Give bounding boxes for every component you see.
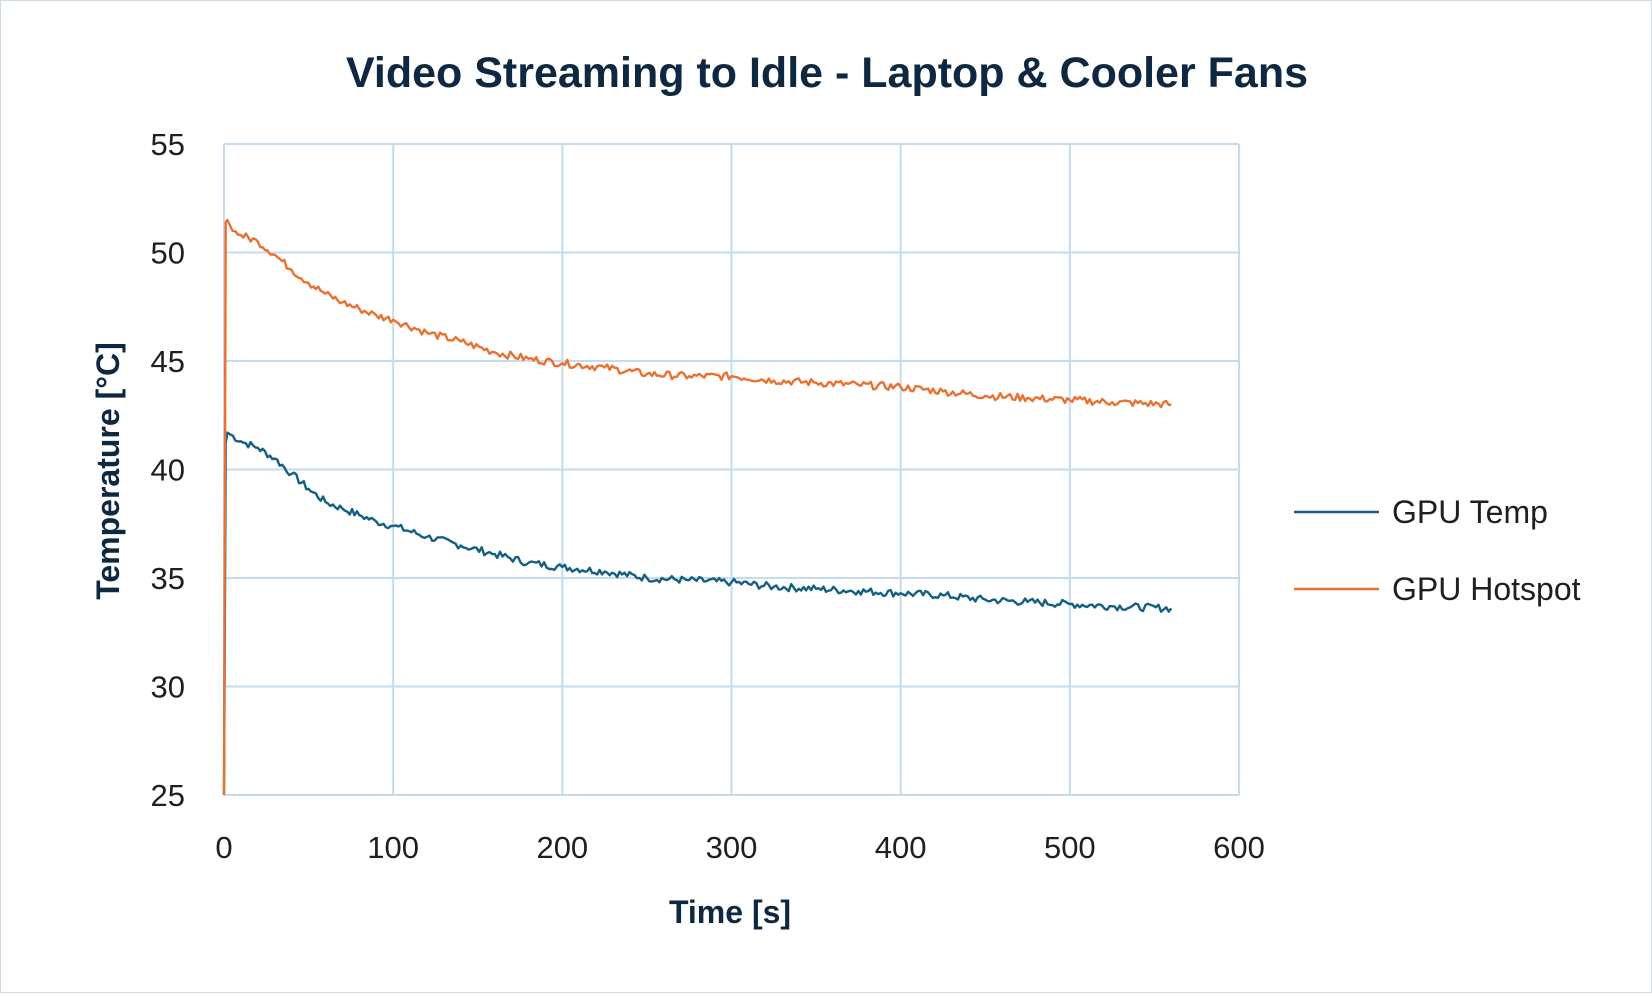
x-tick-label: 500 (1044, 830, 1096, 865)
legend: GPU Temp GPU Hotspot (1294, 494, 1581, 607)
y-tick-label: 30 (151, 670, 185, 705)
y-tick-label: 25 (151, 778, 185, 813)
y-tick-label: 55 (151, 127, 185, 162)
legend-label: GPU Hotspot (1392, 571, 1581, 607)
x-tick-label: 300 (706, 830, 758, 865)
chart-title: Video Streaming to Idle - Laptop & Coole… (346, 49, 1308, 97)
x-tick-label: 100 (367, 830, 419, 865)
x-axis-ticks: 0 100 200 300 400 500 600 (215, 830, 1264, 865)
y-tick-label: 40 (151, 453, 185, 488)
series-lines (222, 218, 1173, 796)
x-tick-label: 400 (875, 830, 927, 865)
y-tick-label: 35 (151, 561, 185, 596)
gridlines (223, 143, 1240, 796)
y-tick-label: 50 (151, 236, 185, 271)
x-axis-title: Time [s] (669, 894, 791, 930)
x-tick-label: 200 (536, 830, 588, 865)
y-axis-ticks: 25 30 35 40 45 50 55 (151, 127, 185, 813)
y-tick-label: 45 (151, 344, 185, 379)
x-tick-label: 0 (215, 830, 232, 865)
legend-label: GPU Temp (1392, 494, 1548, 530)
series-line-gpu-temp (222, 431, 1173, 796)
y-axis-title: Temperature [°C] (90, 342, 126, 600)
x-tick-label: 600 (1213, 830, 1265, 865)
series-line-gpu-hotspot (222, 218, 1172, 796)
